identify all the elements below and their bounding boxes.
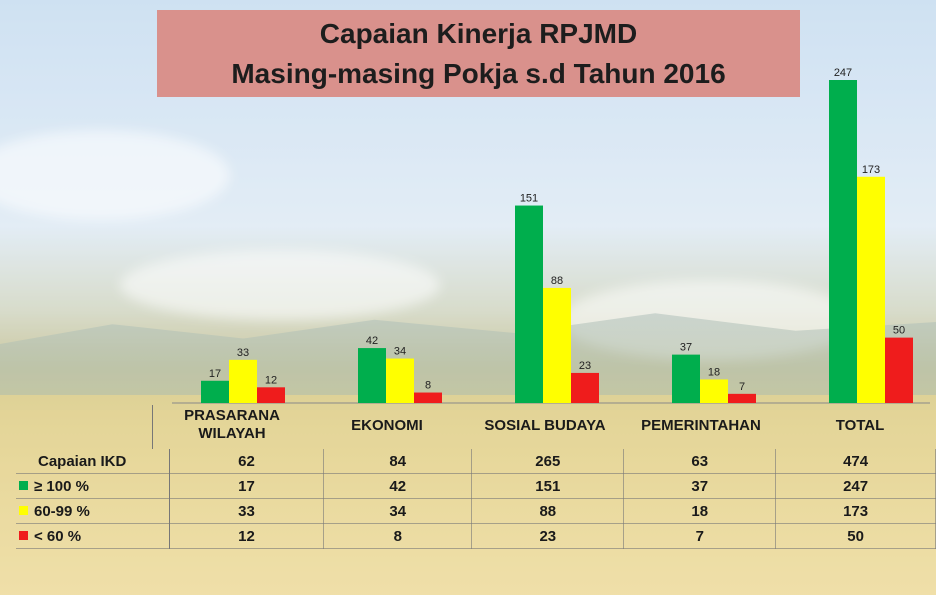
table-row: 60-99 % 33 34 88 18 173	[16, 498, 936, 524]
row-label: < 60 %	[16, 523, 170, 549]
title-box: Capaian Kinerja RPJMD Masing-masing Pokj…	[157, 10, 800, 97]
category-label: PEMERINTAHAN	[641, 417, 761, 434]
bar-3-1	[700, 379, 728, 403]
bar-0-1	[229, 359, 257, 403]
row-label: ≥ 100 %	[16, 473, 170, 499]
bar-value-label: 37	[680, 342, 692, 354]
table-cell: 63	[623, 449, 777, 474]
bar-value-label: 50	[893, 325, 905, 337]
row-label: 60-99 %	[16, 498, 170, 524]
table-cell: 18	[623, 498, 777, 524]
category-label: TOTAL	[835, 417, 885, 434]
bar-value-label: 8	[425, 380, 431, 392]
table-cell: 151	[471, 473, 625, 499]
table-cell: 50	[775, 523, 936, 549]
bar-value-label: 34	[394, 346, 406, 358]
bar-1-0	[358, 348, 386, 403]
table-cell: 7	[623, 523, 777, 549]
bar-2-0	[515, 205, 543, 403]
table-cell: 173	[775, 498, 936, 524]
bar-4-0	[829, 80, 857, 403]
table-cell: 62	[169, 449, 325, 474]
bars-group: 17 42 151 37 247 33 34 88 18 173 12 8 23 7 50	[201, 67, 913, 403]
bar-value-label: 88	[551, 275, 563, 287]
bar-value-label: 23	[579, 360, 591, 372]
chart-title-line2: Masing-masing Pokja s.d Tahun 2016	[231, 58, 726, 89]
table-cell: 8	[323, 523, 473, 549]
table-row: < 60 % 12 8 23 7 50	[16, 523, 936, 549]
legend-swatch	[19, 505, 28, 515]
bar-value-label: 12	[265, 374, 277, 386]
table-cell: 34	[323, 498, 473, 524]
table-cell: 42	[323, 473, 473, 499]
bar-value-label: 247	[834, 67, 852, 79]
bar-4-2	[885, 337, 913, 403]
bar-value-label: 17	[209, 368, 221, 380]
bar-4-1	[857, 176, 885, 403]
legend-swatch	[19, 480, 28, 490]
category-label: SOSIAL BUDAYA	[484, 417, 606, 434]
table-header-divider	[152, 405, 153, 449]
bar-0-2	[257, 387, 285, 403]
table-cell: 265	[471, 449, 625, 474]
bar-2-2	[571, 372, 599, 403]
bar-1-2	[414, 392, 442, 403]
bar-3-2	[728, 393, 756, 403]
bar-3-0	[672, 354, 700, 403]
table-cell: 23	[471, 523, 625, 549]
category-label: PRASARANA WILAYAH	[184, 407, 280, 442]
table-cell: 37	[623, 473, 777, 499]
bar-value-label: 18	[708, 366, 720, 378]
legend-swatch	[19, 530, 28, 540]
bar-1-1	[386, 358, 414, 403]
table-cell: 33	[169, 498, 325, 524]
bar-2-1	[543, 287, 571, 403]
data-table: Capaian IKD 62 84 265 63 474 ≥ 100 % 17 42 151 37 2…	[16, 449, 936, 549]
bar-value-label: 173	[862, 164, 880, 176]
bar-value-label: 151	[520, 193, 538, 205]
table-cell: 12	[169, 523, 325, 549]
table-cell: 88	[471, 498, 625, 524]
table-cell: 474	[775, 449, 936, 474]
table-row: ≥ 100 % 17 42 151 37 247	[16, 473, 936, 499]
bar-value-label: 42	[366, 335, 378, 347]
bar-0-0	[201, 380, 229, 403]
row-label: Capaian IKD	[16, 449, 170, 474]
bar-value-label: 7	[739, 381, 745, 393]
table-cell: 247	[775, 473, 936, 499]
table-cell: 17	[169, 473, 325, 499]
chart-title-line1: Capaian Kinerja RPJMD	[319, 18, 638, 49]
bar-value-label: 33	[237, 347, 249, 359]
category-label: EKONOMI	[351, 417, 423, 434]
table-row: Capaian IKD 62 84 265 63 474	[16, 449, 936, 474]
table-cell: 84	[323, 449, 473, 474]
